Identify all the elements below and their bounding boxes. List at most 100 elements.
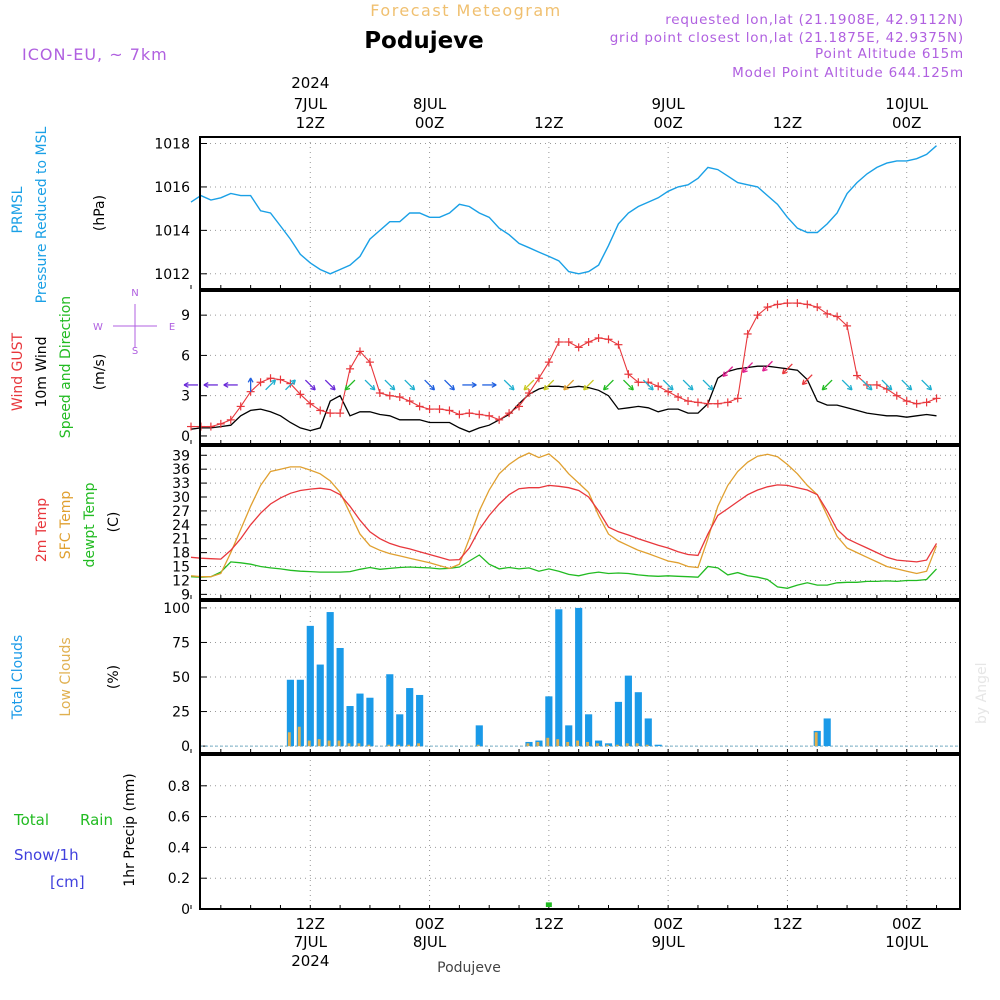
wind-speed-line: [190, 365, 937, 433]
cloud-ylabel-unit: (%): [106, 665, 122, 689]
bottom-time-label: 00Z: [415, 915, 444, 933]
grid-layer: 1012101410161018036991215182124273033363…: [154, 137, 960, 918]
low-cloud-bar: [347, 743, 351, 747]
wind-arrow-head: [707, 387, 713, 391]
y-tick-label: 9: [181, 587, 190, 603]
wind-arrow-head: [344, 384, 348, 391]
wind-arrow-head: [523, 387, 530, 391]
wind-arrow-head: [722, 371, 725, 377]
low-cloud-bar: [566, 741, 570, 747]
wind-arrow-head: [250, 377, 254, 383]
total-cloud-bar: [296, 679, 304, 747]
wind-arrow-head: [273, 379, 277, 386]
location-title: Podujeve: [364, 28, 484, 54]
wind-arrow-head: [330, 387, 336, 391]
wind-arrow-head: [491, 381, 497, 386]
bottom-time-label: 8JUL: [413, 933, 447, 951]
low-cloud-bar: [476, 744, 480, 747]
compass-w: W: [93, 322, 103, 333]
low-cloud-bar: [645, 744, 649, 747]
wind-arrow: [801, 374, 813, 385]
y-tick-label: 24: [172, 518, 190, 534]
wind-arrow: [444, 379, 455, 391]
wind-arrow-head: [449, 387, 455, 391]
wind-arrow: [901, 379, 913, 391]
total-cloud-bar: [545, 696, 553, 747]
wind-arrow-head: [889, 384, 893, 391]
bottom-time-label: 10JUL: [885, 933, 928, 951]
wind-arrow-head: [742, 367, 745, 373]
wind-arrow-head: [782, 371, 788, 375]
legend-rain: Rain: [80, 811, 113, 829]
wind-arrow-head: [223, 384, 229, 388]
total-cloud-bar: [406, 688, 414, 747]
y-tick-label: 1014: [154, 223, 190, 239]
wind-arrow: [344, 379, 356, 391]
total-cloud-bar: [346, 706, 354, 747]
wind-arrow-head: [369, 387, 376, 391]
total-cloud-bar: [614, 701, 623, 747]
low-cloud-bar: [387, 744, 391, 747]
top-time-label: 8JUL: [413, 95, 447, 113]
wind-arrow: [662, 379, 674, 391]
low-cloud-bar: [417, 743, 420, 747]
wind-arrow: [623, 379, 634, 391]
total-cloud-bar: [475, 725, 483, 747]
wind-arrow-head: [412, 384, 416, 391]
y-tick-label: 1012: [154, 267, 190, 283]
wind-arrow-head: [523, 384, 527, 391]
wind-arrow-head: [906, 387, 912, 391]
wind-arrow-head: [409, 387, 415, 391]
wind-arrow-head: [687, 387, 694, 391]
rain-bar: [545, 902, 552, 907]
wind-arrow: [543, 379, 555, 391]
wind-arrow-head: [846, 387, 853, 391]
top-time-label: 00Z: [892, 114, 921, 132]
wind-arrow: [523, 379, 535, 391]
wind-arrow: [304, 379, 316, 391]
low-cloud-bar: [586, 741, 589, 747]
low-cloud-bar: [317, 739, 321, 747]
wind-arrow-head: [509, 387, 515, 391]
low-cloud-bar: [397, 744, 401, 747]
total-cloud-bar: [555, 609, 563, 747]
wind-arrow: [364, 379, 376, 391]
low-cloud-bar: [407, 744, 411, 747]
compass-n: N: [131, 288, 138, 299]
wind-arrow-head: [722, 374, 728, 378]
total-cloud-bar: [286, 679, 294, 747]
wind-arrow-head: [313, 384, 316, 391]
gridpoint-coords: grid point closest lon,lat (21.1875E, 42…: [610, 30, 964, 46]
compass-s: S: [132, 346, 138, 357]
total-cloud-bar: [624, 675, 632, 747]
y-tick-label: 9: [181, 308, 190, 324]
top-time-label: 12Z: [773, 114, 802, 132]
wind-arrow-head: [183, 384, 189, 388]
y-tick-label: 21: [172, 532, 190, 548]
wind-arrow: [583, 379, 594, 391]
wind-arrow-head: [762, 369, 768, 372]
y-tick-label: 0.6: [168, 810, 190, 826]
panel-frame: [199, 754, 961, 910]
wind-ylabel-gust: Wind GUST: [10, 332, 26, 411]
wind-arrow-head: [821, 384, 825, 391]
low-cloud-bar: [287, 732, 291, 747]
wind-arrow-head: [389, 387, 395, 391]
y-tick-label: 27: [172, 504, 190, 520]
wind-arrow-head: [631, 384, 634, 391]
temp-ylabel-sfc: SFC Temp: [58, 491, 74, 560]
wind-arrow-head: [247, 377, 252, 383]
wind-arrow-head: [926, 387, 932, 391]
wind-arrow-head: [270, 379, 276, 383]
wind-arrow: [424, 379, 435, 391]
watermark: by Angel: [974, 663, 990, 724]
wind-arrow: [324, 379, 336, 391]
total-cloud-bar: [565, 725, 573, 747]
wind-arrow: [285, 379, 296, 391]
wind-arrow-head: [690, 384, 694, 391]
wind-arrow-head: [929, 384, 933, 391]
total-cloud-bar: [416, 694, 424, 747]
y-tick-label: 0: [181, 429, 190, 445]
low-cloud-bar: [556, 739, 560, 747]
